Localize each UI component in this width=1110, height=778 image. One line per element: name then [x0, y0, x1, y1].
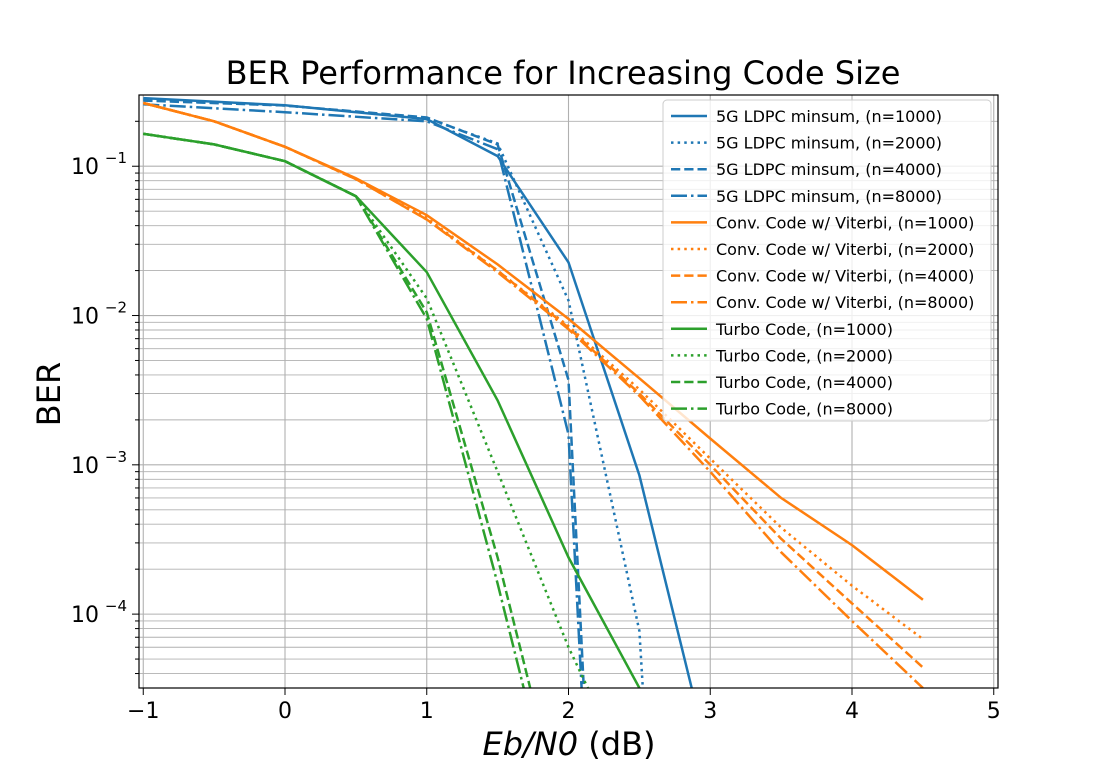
y-tick-exponent: −3: [105, 448, 127, 466]
x-axis-label: Eb/N0 (dB): [482, 725, 655, 763]
x-axis-label-unit: (dB): [578, 725, 655, 763]
legend-label: 5G LDPC minsum, (n=2000): [716, 134, 942, 153]
legend-label: 5G LDPC minsum, (n=4000): [716, 160, 942, 179]
legend-label: Turbo Code, (n=1000): [715, 320, 893, 339]
series-line: [142, 101, 924, 688]
series-line: [143, 132, 532, 688]
y-tick-label: 10: [71, 155, 99, 180]
x-tick-label: 3: [703, 699, 717, 724]
legend-label: 5G LDPC minsum, (n=8000): [716, 187, 942, 206]
series-line: [143, 99, 586, 688]
y-tick-exponent: −4: [105, 597, 127, 615]
series-line: [143, 132, 589, 688]
legend-label: Turbo Code, (n=4000): [715, 373, 893, 392]
x-tick-label: 4: [845, 699, 859, 724]
series-line: [143, 132, 641, 688]
legend-label: Conv. Code w/ Viterbi, (n=2000): [716, 240, 974, 259]
y-tick-label: 10: [71, 603, 99, 628]
axis-ticks: −1 0 1 2 3 4 5 10 −1 10 −2 10 −3 10 −4: [71, 120, 1001, 724]
legend-label: Conv. Code w/ Viterbi, (n=8000): [716, 293, 974, 312]
y-axis-label: BER: [30, 362, 68, 426]
legend-label: 5G LDPC minsum, (n=1000): [716, 107, 942, 126]
x-tick-label: 0: [278, 699, 292, 724]
legend-label: Turbo Code, (n=8000): [715, 400, 893, 419]
y-tick-label: 10: [71, 305, 99, 330]
legend-box: [662, 99, 992, 422]
y-tick-exponent: −2: [105, 299, 127, 317]
legend-label: Conv. Code w/ Viterbi, (n=1000): [716, 213, 974, 232]
series-line: [143, 132, 525, 688]
series-line: [143, 96, 693, 688]
y-tick-label: 10: [71, 454, 99, 479]
legend-label: Conv. Code w/ Viterbi, (n=4000): [716, 267, 974, 286]
x-tick-label: −1: [127, 699, 159, 724]
legend: 5G LDPC minsum, (n=1000) 5G LDPC minsum, …: [662, 99, 992, 422]
x-tick-label: 5: [987, 699, 1001, 724]
y-tick-exponent: −1: [105, 149, 127, 167]
legend-label: Turbo Code, (n=2000): [715, 346, 893, 365]
series-line: [143, 103, 583, 688]
x-tick-label: 2: [562, 699, 576, 724]
x-tick-label: 1: [420, 699, 434, 724]
x-axis-label-italic: Eb/N0: [482, 725, 578, 763]
chart-title: BER Performance for Increasing Code Size: [226, 54, 901, 92]
series-lines: [142, 96, 924, 688]
